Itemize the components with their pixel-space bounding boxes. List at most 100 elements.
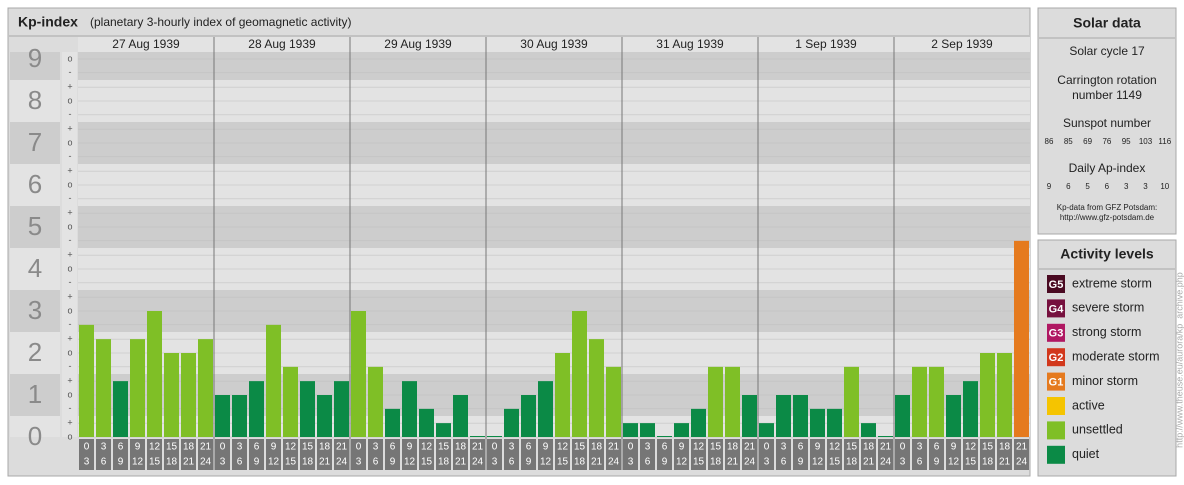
hour-start: 6 xyxy=(118,442,124,453)
level-label: extreme storm xyxy=(1072,276,1152,290)
hour-start: 9 xyxy=(135,442,141,453)
y-label-box xyxy=(10,80,60,122)
hour-box xyxy=(572,439,587,470)
hour-start: 15 xyxy=(438,442,450,453)
y-label-box xyxy=(10,122,60,164)
bar xyxy=(810,408,825,437)
hour-box xyxy=(946,439,961,470)
hour-start: 12 xyxy=(829,442,841,453)
level-badge: G2 xyxy=(1049,352,1064,364)
bar xyxy=(776,395,791,437)
ap-title: Daily Ap-index xyxy=(1069,161,1146,175)
bar xyxy=(793,395,808,437)
level-badge: G1 xyxy=(1049,377,1064,389)
hour-end: 9 xyxy=(390,457,396,468)
hour-box xyxy=(283,439,298,470)
hour-box xyxy=(96,439,111,470)
hour-start: 9 xyxy=(543,442,549,453)
level-label: strong storm xyxy=(1072,325,1141,339)
bar xyxy=(691,408,706,437)
bar xyxy=(1014,240,1029,437)
hour-start: 21 xyxy=(744,442,756,453)
hour-start: 21 xyxy=(200,442,212,453)
hour-start: 0 xyxy=(628,442,634,453)
hour-start: 12 xyxy=(693,442,705,453)
hour-box xyxy=(640,439,655,470)
hour-end: 18 xyxy=(574,457,586,468)
hour-start: 6 xyxy=(390,442,396,453)
hour-start: 3 xyxy=(645,442,651,453)
hour-start: 3 xyxy=(373,442,379,453)
hour-start: 18 xyxy=(183,442,195,453)
chart-title: Kp-index xyxy=(18,14,78,30)
minor-tick-label: o xyxy=(67,221,72,231)
bar xyxy=(861,423,876,437)
level-swatch xyxy=(1047,397,1065,415)
hour-end: 3 xyxy=(220,457,226,468)
hour-box xyxy=(606,439,621,470)
hour-box xyxy=(385,439,400,470)
day-label: 2 Sep 1939 xyxy=(931,37,993,51)
chart-subtitle: (planetary 3-hourly index of geomagnetic… xyxy=(90,15,351,29)
hour-end: 15 xyxy=(421,457,433,468)
hour-start: 12 xyxy=(149,442,161,453)
level-swatch xyxy=(1047,323,1065,342)
hour-end: 18 xyxy=(438,457,450,468)
y-tick-label: 0 xyxy=(28,421,42,451)
level-label: moderate storm xyxy=(1072,349,1160,363)
hour-end: 18 xyxy=(710,457,722,468)
hour-start: 18 xyxy=(455,442,467,453)
bar xyxy=(419,408,434,437)
minor-tick-label: - xyxy=(69,319,72,329)
hour-end: 9 xyxy=(118,457,124,468)
hour-box xyxy=(215,439,230,470)
hour-end: 15 xyxy=(285,457,297,468)
minor-tick-label: + xyxy=(67,208,72,218)
hour-box xyxy=(334,439,349,470)
hour-start: 3 xyxy=(101,442,107,453)
hour-end: 6 xyxy=(645,457,651,468)
ap-value: 6 xyxy=(1066,182,1071,191)
hour-end: 18 xyxy=(302,457,314,468)
minor-tick-label: - xyxy=(69,361,72,371)
hour-end: 12 xyxy=(404,457,416,468)
minor-tick-label: o xyxy=(67,263,72,273)
hour-end: 21 xyxy=(319,457,331,468)
day-header xyxy=(78,37,1030,52)
hour-start: 12 xyxy=(965,442,977,453)
hour-start: 6 xyxy=(526,442,532,453)
bar xyxy=(249,381,264,437)
hour-box xyxy=(470,439,485,470)
hour-box xyxy=(232,439,247,470)
hour-box xyxy=(266,439,281,470)
day-label: 29 Aug 1939 xyxy=(384,37,452,51)
sunspot-title: Sunspot number xyxy=(1063,116,1151,130)
hour-start: 21 xyxy=(472,442,484,453)
hour-end: 21 xyxy=(863,457,875,468)
band xyxy=(78,52,1030,80)
hour-end: 3 xyxy=(492,457,498,468)
hour-end: 18 xyxy=(166,457,178,468)
bar xyxy=(79,324,94,437)
hour-end: 6 xyxy=(101,457,107,468)
minor-tick-label: + xyxy=(67,82,72,92)
hour-end: 24 xyxy=(608,457,620,468)
ap-value: 9 xyxy=(1047,182,1052,191)
hour-start: 6 xyxy=(662,442,668,453)
minor-tick-label: o xyxy=(67,137,72,147)
bar xyxy=(844,366,859,437)
bar xyxy=(453,395,468,437)
hour-start: 21 xyxy=(1016,442,1028,453)
hour-box xyxy=(521,439,536,470)
minor-tick-label: o xyxy=(67,347,72,357)
minor-tick-label: - xyxy=(69,151,72,161)
minor-tick-label: o xyxy=(67,179,72,189)
carrington: Carrington rotation xyxy=(1057,73,1156,87)
hour-end: 24 xyxy=(472,457,484,468)
sunspot-value: 116 xyxy=(1158,137,1171,146)
minor-tick-label: - xyxy=(69,109,72,119)
y-label-box xyxy=(10,164,60,206)
hour-box xyxy=(181,439,196,470)
minor-tick-label: + xyxy=(67,250,72,260)
